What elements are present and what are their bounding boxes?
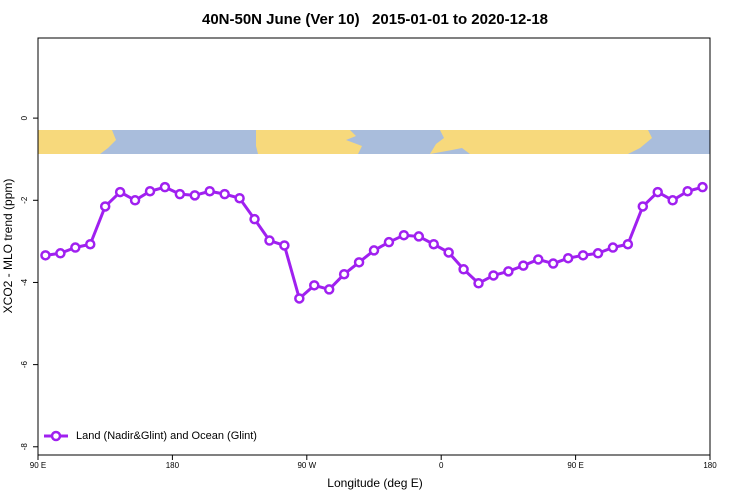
data-point bbox=[55, 248, 66, 259]
data-point bbox=[503, 266, 514, 277]
data-point bbox=[323, 284, 335, 295]
data-point bbox=[458, 264, 469, 275]
data-point bbox=[70, 242, 81, 253]
data-point bbox=[533, 254, 544, 265]
data-point bbox=[234, 192, 245, 204]
x-tick-label: 180 bbox=[166, 461, 180, 470]
data-point bbox=[85, 238, 96, 250]
data-point bbox=[189, 190, 201, 201]
data-point bbox=[607, 242, 619, 253]
data-point bbox=[294, 293, 305, 304]
y-tick-label: -8 bbox=[20, 443, 29, 451]
data-point bbox=[682, 185, 693, 197]
y-axis-label: XCO2 - MLO trend (ppm) bbox=[1, 179, 15, 314]
data-point bbox=[368, 245, 380, 256]
data-point bbox=[428, 238, 439, 250]
data-point bbox=[159, 181, 171, 193]
data-point bbox=[309, 280, 320, 291]
y-tick-label: -4 bbox=[20, 278, 29, 286]
x-tick-label: 0 bbox=[439, 461, 444, 470]
data-point bbox=[264, 235, 275, 246]
data-point bbox=[174, 188, 186, 200]
data-point bbox=[144, 185, 156, 197]
data-point bbox=[353, 257, 365, 268]
x-tick-label: 90 E bbox=[567, 461, 583, 470]
data-point bbox=[652, 186, 663, 198]
data-point bbox=[204, 185, 215, 197]
x-tick-label: 180 bbox=[703, 461, 717, 470]
data-point bbox=[383, 236, 395, 248]
legend: Land (Nadir&Glint) and Ocean (Glint) bbox=[44, 430, 257, 442]
data-point bbox=[592, 248, 604, 259]
data-point bbox=[398, 229, 410, 241]
data-point bbox=[637, 201, 649, 212]
data-point bbox=[488, 270, 499, 281]
x-tick-label: 90 W bbox=[297, 461, 316, 470]
x-tick-label: 90 E bbox=[30, 461, 46, 470]
data-point bbox=[279, 240, 290, 251]
y-tick-label: -2 bbox=[20, 196, 29, 204]
map-strip bbox=[38, 130, 710, 154]
data-point bbox=[114, 186, 126, 198]
data-point bbox=[697, 181, 708, 193]
plot-frame bbox=[37, 37, 711, 456]
data-point bbox=[518, 260, 529, 271]
y-tick-label: 0 bbox=[20, 115, 29, 120]
data-point bbox=[667, 195, 678, 206]
data-point bbox=[219, 188, 230, 200]
data-point bbox=[413, 231, 425, 242]
land bbox=[38, 130, 116, 154]
legend-marker bbox=[50, 430, 62, 442]
data-point bbox=[443, 247, 454, 258]
y-tick-label: -6 bbox=[20, 361, 29, 369]
data-point bbox=[129, 195, 141, 206]
chart-title: 40N-50N June (Ver 10) 2015-01-01 to 2020… bbox=[202, 11, 548, 28]
legend-label: Land (Nadir&Glint) and Ocean (Glint) bbox=[76, 430, 257, 442]
series-line bbox=[45, 185, 703, 300]
land bbox=[256, 130, 362, 154]
data-point bbox=[40, 250, 51, 261]
data-point bbox=[473, 278, 484, 289]
data-point bbox=[547, 258, 559, 269]
x-axis-label: Longitude (deg E) bbox=[327, 476, 422, 490]
data-point bbox=[99, 201, 111, 212]
data-point bbox=[562, 252, 574, 264]
data-point bbox=[249, 213, 260, 225]
land bbox=[430, 130, 652, 154]
data-point bbox=[338, 268, 350, 280]
data-point bbox=[622, 238, 634, 250]
data-point bbox=[577, 250, 589, 261]
